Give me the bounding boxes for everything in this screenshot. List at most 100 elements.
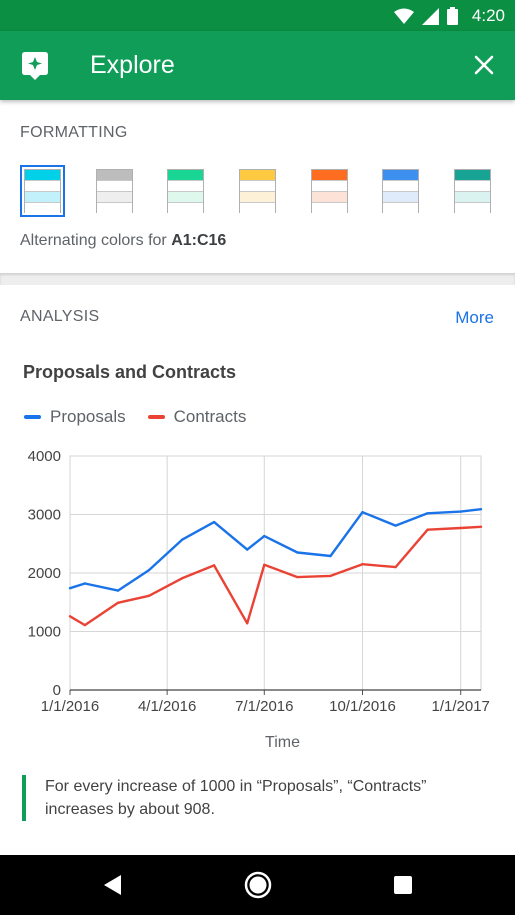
chart-legend: Proposals Contracts — [24, 407, 268, 427]
status-bar: 4:20 — [0, 0, 515, 31]
x-tick-label: 10/1/2016 — [329, 698, 396, 715]
swatch-row — [240, 170, 275, 181]
swatch-gray[interactable] — [92, 165, 137, 217]
swatch-preview — [167, 169, 204, 214]
data-point-proposals — [479, 508, 483, 511]
more-link[interactable]: More — [455, 308, 494, 327]
color-swatches — [20, 165, 495, 217]
swatch-row — [97, 203, 132, 214]
swatch-row — [97, 181, 132, 192]
swatch-row — [25, 192, 60, 203]
data-point-contracts — [459, 526, 462, 530]
swatch-row — [383, 170, 418, 181]
section-divider — [0, 273, 515, 285]
data-point-contracts — [296, 575, 299, 579]
swatch-row — [240, 203, 275, 214]
data-point-proposals — [212, 520, 216, 524]
app-title: Explore — [90, 51, 175, 79]
series-line-proposals — [69, 508, 482, 592]
swatch-teal[interactable] — [450, 165, 495, 217]
data-point-contracts — [68, 615, 72, 618]
swatch-row — [168, 181, 203, 192]
x-tick-label: 7/1/2016 — [235, 698, 293, 715]
data-point-contracts — [394, 565, 397, 569]
data-point-contracts — [147, 594, 151, 597]
back-icon[interactable] — [98, 870, 128, 900]
swatch-row — [97, 192, 132, 203]
swatch-orange[interactable] — [307, 165, 352, 217]
y-tick-label: 3000 — [28, 507, 61, 524]
data-point-contracts — [212, 564, 216, 567]
data-point-proposals — [296, 551, 299, 554]
insight-card: For every increase of 1000 in “Proposals… — [22, 775, 492, 821]
close-icon[interactable] — [471, 52, 497, 78]
data-point-contracts — [83, 623, 87, 627]
swatch-row — [240, 192, 275, 203]
legend-item-proposals: Proposals — [24, 407, 126, 427]
chart-title: Proposals and Contracts — [23, 362, 237, 382]
data-point-proposals — [68, 587, 72, 590]
x-tick-label: 1/1/2016 — [41, 698, 99, 715]
alternating-colors-text: Alternating colors for A1:C16 — [20, 232, 226, 250]
swatch-row — [312, 192, 347, 203]
data-point-proposals — [180, 538, 184, 541]
insight-text: For every increase of 1000 in “Proposals… — [45, 778, 427, 818]
swatch-preview — [382, 169, 419, 214]
swatch-row — [312, 203, 347, 214]
x-tick-label: 4/1/2016 — [138, 698, 196, 715]
legend-label-proposals: Proposals — [50, 407, 126, 426]
home-icon[interactable] — [243, 870, 273, 900]
swatch-green[interactable] — [163, 165, 208, 217]
legend-label-contracts: Contracts — [173, 407, 247, 426]
swatch-row — [168, 170, 203, 181]
data-point-contracts — [246, 622, 249, 625]
swatch-row — [97, 170, 132, 181]
data-point-contracts — [361, 563, 364, 566]
swatch-row — [455, 170, 490, 181]
data-point-proposals — [147, 568, 151, 572]
swatch-row — [312, 170, 347, 181]
data-point-proposals — [116, 589, 120, 592]
swatch-row — [383, 181, 418, 192]
swatch-row — [383, 192, 418, 203]
y-tick-label: 4000 — [28, 448, 61, 465]
swatch-preview — [454, 169, 491, 214]
data-point-contracts — [329, 574, 332, 578]
legend-swatch-proposals — [24, 415, 41, 419]
legend-swatch-contracts — [147, 415, 165, 419]
nav-bar — [0, 855, 515, 915]
data-point-proposals — [394, 524, 397, 527]
app-bar: Explore — [0, 31, 515, 100]
swatch-row — [25, 203, 60, 214]
data-point-proposals — [426, 512, 429, 515]
swatch-cyan[interactable] — [20, 165, 65, 217]
status-icons: 4:20 — [393, 5, 505, 27]
formatting-heading: FORMATTING — [20, 124, 128, 141]
alt-text-prefix: Alternating colors for — [20, 232, 172, 249]
y-tick-label: 0 — [53, 682, 61, 699]
swatch-row — [312, 181, 347, 192]
swatch-row — [383, 203, 418, 214]
alt-text-range: A1:C16 — [171, 232, 227, 249]
analysis-heading: ANALYSIS — [20, 308, 100, 325]
swatch-row — [25, 170, 60, 181]
swatch-row — [25, 181, 60, 192]
data-point-contracts — [180, 577, 184, 580]
x-axis-title: Time — [265, 734, 300, 751]
swatch-row — [168, 192, 203, 203]
status-time: 4:20 — [471, 6, 505, 25]
swatch-row — [455, 181, 490, 192]
line-chart: 0 1000 2000 3000 4000 1/1/2016 4/1/2016 7/1/201… — [28, 448, 490, 751]
explore-icon — [22, 52, 48, 80]
swatch-preview — [239, 169, 276, 214]
swatch-blue[interactable] — [378, 165, 423, 217]
swatch-yellow[interactable] — [235, 165, 280, 217]
data-point-proposals — [246, 548, 249, 551]
swatch-row — [455, 192, 490, 203]
legend-item-contracts: Contracts — [147, 407, 247, 427]
recents-icon[interactable] — [388, 870, 418, 900]
data-point-contracts — [426, 528, 429, 531]
swatch-row — [240, 181, 275, 192]
data-point-proposals — [329, 554, 332, 558]
swatch-preview — [311, 169, 348, 214]
